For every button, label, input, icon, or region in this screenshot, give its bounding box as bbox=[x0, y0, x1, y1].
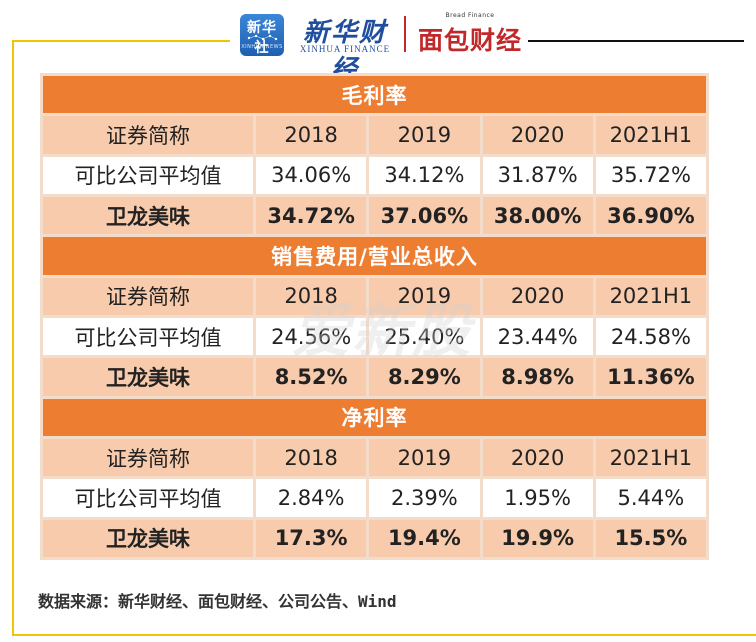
data-table: 毛利率 证券简称 2018 2019 2020 2021H1 可比公司平均值 3… bbox=[40, 73, 709, 560]
value-cell: 36.90% bbox=[595, 196, 706, 235]
value-cell: 31.87% bbox=[482, 156, 593, 194]
value-cell: 15.5% bbox=[595, 519, 706, 557]
value-cell: 17.3% bbox=[256, 519, 367, 557]
row-label: 卫龙美味 bbox=[43, 196, 253, 235]
section-title-row: 净利率 bbox=[43, 398, 706, 436]
column-header-row: 证券简称 2018 2019 2020 2021H1 bbox=[43, 438, 706, 477]
source-note: 数据来源：新华财经、面包财经、公司公告、Wind bbox=[38, 592, 397, 611]
header-cell-2018: 2018 bbox=[256, 438, 367, 477]
value-cell: 24.56% bbox=[256, 317, 367, 356]
value-cell: 34.06% bbox=[256, 156, 367, 194]
header-cell-2019: 2019 bbox=[369, 116, 480, 154]
bread-finance-logo: Bread Finance 面包财经 bbox=[416, 12, 524, 55]
header-cell-2020: 2020 bbox=[482, 116, 593, 154]
value-cell: 5.44% bbox=[595, 479, 706, 517]
table-row-comparable: 可比公司平均值 24.56% 25.40% 23.44% 24.58% bbox=[43, 317, 706, 356]
value-cell: 38.00% bbox=[482, 196, 593, 235]
value-cell: 25.40% bbox=[369, 317, 480, 356]
header-cell-name: 证券简称 bbox=[43, 438, 253, 477]
header-cell-name: 证券简称 bbox=[43, 116, 253, 154]
xinhua-finance-logo: 新华财经 XINHUA FINANCE bbox=[290, 12, 400, 85]
xinhua-seal-subtext: XINHUA NEWS bbox=[241, 44, 283, 50]
frame-left-line bbox=[12, 40, 14, 636]
header-cell-2020: 2020 bbox=[482, 277, 593, 315]
comparison-table: 毛利率 证券简称 2018 2019 2020 2021H1 可比公司平均值 3… bbox=[40, 73, 709, 560]
table-row-weilong: 卫龙美味 17.3% 19.4% 19.9% 15.5% bbox=[43, 519, 706, 557]
section-title: 销售费用/营业总收入 bbox=[43, 237, 706, 275]
value-cell: 2.39% bbox=[369, 479, 480, 517]
header-cell-name: 证券简称 bbox=[43, 277, 253, 315]
value-cell: 35.72% bbox=[595, 156, 706, 194]
header-cell-2021h1: 2021H1 bbox=[595, 116, 706, 154]
column-header-row: 证券简称 2018 2019 2020 2021H1 bbox=[43, 277, 706, 315]
row-label: 可比公司平均值 bbox=[43, 317, 253, 356]
value-cell: 23.44% bbox=[482, 317, 593, 356]
xinhua-finance-en: XINHUA FINANCE bbox=[299, 44, 391, 54]
value-cell: 1.95% bbox=[482, 479, 593, 517]
value-cell: 2.84% bbox=[256, 479, 367, 517]
value-cell: 19.4% bbox=[369, 519, 480, 557]
header-cell-2018: 2018 bbox=[256, 116, 367, 154]
header-cell-2020: 2020 bbox=[482, 438, 593, 477]
header-cell-2019: 2019 bbox=[369, 277, 480, 315]
section-title: 毛利率 bbox=[43, 76, 706, 114]
frame-top-right-line bbox=[528, 40, 744, 42]
row-label: 可比公司平均值 bbox=[43, 479, 253, 517]
value-cell: 34.72% bbox=[256, 196, 367, 235]
value-cell: 37.06% bbox=[369, 196, 480, 235]
value-cell: 11.36% bbox=[595, 358, 706, 396]
value-cell: 34.12% bbox=[369, 156, 480, 194]
column-header-row: 证券简称 2018 2019 2020 2021H1 bbox=[43, 116, 706, 154]
value-cell: 8.29% bbox=[369, 358, 480, 396]
table-row-comparable: 可比公司平均值 2.84% 2.39% 1.95% 5.44% bbox=[43, 479, 706, 517]
header-cell-2021h1: 2021H1 bbox=[595, 438, 706, 477]
value-cell: 24.58% bbox=[595, 317, 706, 356]
value-cell: 8.52% bbox=[256, 358, 367, 396]
frame-bottom-line bbox=[12, 634, 756, 636]
xinhua-seal-text: 新华社 bbox=[247, 20, 277, 56]
network-dots-icon bbox=[247, 34, 278, 41]
header-cell-2019: 2019 bbox=[369, 438, 480, 477]
xinhua-news-logo: 新华社 XINHUA NEWS bbox=[240, 14, 284, 56]
value-cell: 8.98% bbox=[482, 358, 593, 396]
frame-top-left-line bbox=[12, 40, 230, 42]
row-label: 可比公司平均值 bbox=[43, 156, 253, 194]
header-cell-2021h1: 2021H1 bbox=[595, 277, 706, 315]
section-title-row: 毛利率 bbox=[43, 76, 706, 114]
section-title: 净利率 bbox=[43, 398, 706, 436]
bread-finance-cn: 面包财经 bbox=[417, 26, 522, 55]
section-title-row: 销售费用/营业总收入 bbox=[43, 237, 706, 275]
table-row-weilong: 卫龙美味 34.72% 37.06% 38.00% 36.90% bbox=[43, 196, 706, 235]
value-cell: 19.9% bbox=[482, 519, 593, 557]
table-row-comparable: 可比公司平均值 34.06% 34.12% 31.87% 35.72% bbox=[43, 156, 706, 194]
table-row-weilong: 卫龙美味 8.52% 8.29% 8.98% 11.36% bbox=[43, 358, 706, 396]
row-label: 卫龙美味 bbox=[43, 519, 253, 557]
header-cell-2018: 2018 bbox=[256, 277, 367, 315]
bread-finance-en: Bread Finance bbox=[445, 12, 495, 19]
logo-divider bbox=[404, 16, 406, 52]
row-label: 卫龙美味 bbox=[43, 358, 253, 396]
